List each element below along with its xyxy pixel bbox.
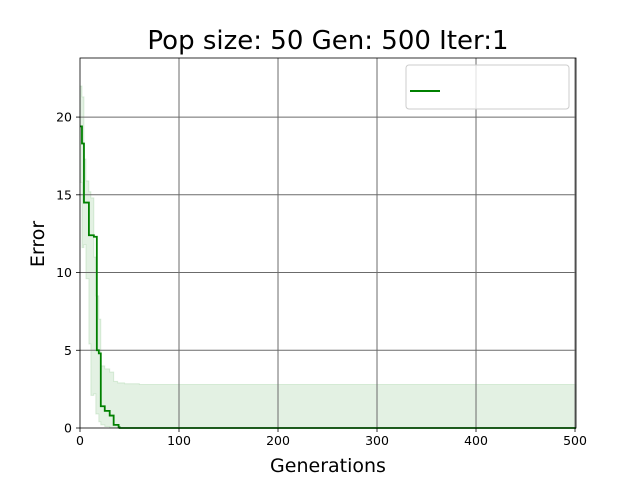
x-tick-label: 300 [365, 433, 389, 448]
x-tick-label: 500 [563, 433, 587, 448]
x-tick-label: 100 [167, 433, 191, 448]
grid-layer [80, 58, 576, 428]
x-tick-label: 0 [76, 433, 84, 448]
x-tick-label: 200 [266, 433, 290, 448]
plot-frame [79, 57, 577, 429]
x-ticks: 0 100 200 300 400 500 [76, 428, 587, 448]
y-tick-label: 10 [56, 265, 72, 280]
chart-title: Pop size: 50 Gen: 500 Iter:1 [147, 26, 508, 56]
std-band-layer [79, 85, 577, 429]
std-band-area [79, 85, 577, 429]
legend-box [405, 64, 570, 110]
legend [405, 64, 570, 110]
series-line [80, 125, 576, 429]
x-tick-label: 400 [464, 433, 488, 448]
y-tick-label: 5 [64, 343, 72, 358]
y-tick-label: 15 [56, 187, 72, 202]
y-tick-label: 20 [56, 110, 72, 125]
y-ticks: 0 5 10 15 20 [56, 110, 80, 436]
x-axis-label: Generations [270, 455, 386, 477]
y-axis-label: Error [27, 221, 49, 268]
y-tick-label: 0 [64, 421, 72, 436]
series-layer [80, 125, 576, 429]
